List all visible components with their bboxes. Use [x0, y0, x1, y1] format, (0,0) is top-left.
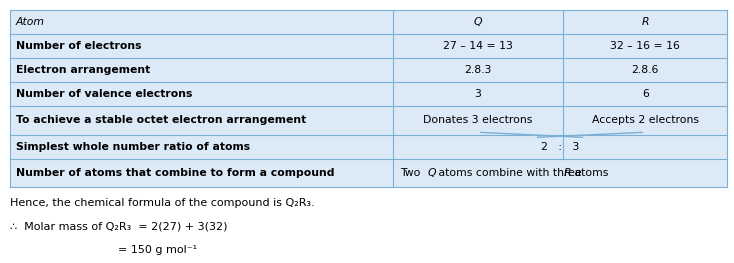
Bar: [10, 11, 393, 34]
Text: Q: Q: [473, 17, 482, 27]
Text: 2.8.3: 2.8.3: [464, 65, 492, 75]
Bar: [10, 159, 393, 188]
Text: Simplest whole number ratio of atoms: Simplest whole number ratio of atoms: [16, 142, 250, 152]
Bar: [393, 34, 563, 58]
Text: Two: Two: [400, 168, 424, 178]
Text: = 150 g mol⁻¹: = 150 g mol⁻¹: [118, 245, 197, 255]
Bar: [563, 135, 727, 159]
Text: 2   :   3: 2 : 3: [541, 142, 579, 152]
Bar: [563, 11, 727, 34]
Text: 6: 6: [642, 89, 649, 99]
Text: Number of valence electrons: Number of valence electrons: [16, 89, 192, 99]
Bar: [10, 135, 393, 159]
Bar: [393, 11, 563, 34]
Bar: [563, 58, 727, 82]
Text: Atom: Atom: [16, 17, 45, 27]
Bar: [563, 82, 727, 106]
Text: atoms combine with three: atoms combine with three: [435, 168, 585, 178]
Text: R: R: [642, 17, 649, 27]
Text: Number of electrons: Number of electrons: [16, 41, 142, 51]
Text: Q: Q: [428, 168, 436, 178]
Bar: [393, 82, 563, 106]
Bar: [393, 58, 563, 82]
Bar: [393, 106, 563, 135]
Text: 32 – 16 = 16: 32 – 16 = 16: [610, 41, 680, 51]
Text: 2.8.6: 2.8.6: [631, 65, 659, 75]
Text: To achieve a stable octet electron arrangement: To achieve a stable octet electron arran…: [16, 115, 306, 125]
Bar: [10, 34, 393, 58]
Text: atoms: atoms: [571, 168, 608, 178]
Text: Donates 3 electrons: Donates 3 electrons: [423, 115, 532, 125]
Text: Accepts 2 electrons: Accepts 2 electrons: [592, 115, 699, 125]
Bar: [10, 58, 393, 82]
Bar: [393, 135, 563, 159]
Text: Hence, the chemical formula of the compound is Q₂R₃.: Hence, the chemical formula of the compo…: [10, 198, 315, 208]
Bar: [10, 82, 393, 106]
Bar: [563, 34, 727, 58]
Text: 27 – 14 = 13: 27 – 14 = 13: [443, 41, 513, 51]
Text: Number of atoms that combine to form a compound: Number of atoms that combine to form a c…: [16, 168, 335, 178]
Bar: [563, 106, 727, 135]
Text: Electron arrangement: Electron arrangement: [16, 65, 150, 75]
Bar: [393, 159, 727, 188]
Text: ∴  Molar mass of Q₂R₃  = 2(27) + 3(32): ∴ Molar mass of Q₂R₃ = 2(27) + 3(32): [10, 221, 228, 231]
Text: R: R: [564, 168, 571, 178]
Text: 3: 3: [474, 89, 482, 99]
Bar: [10, 106, 393, 135]
